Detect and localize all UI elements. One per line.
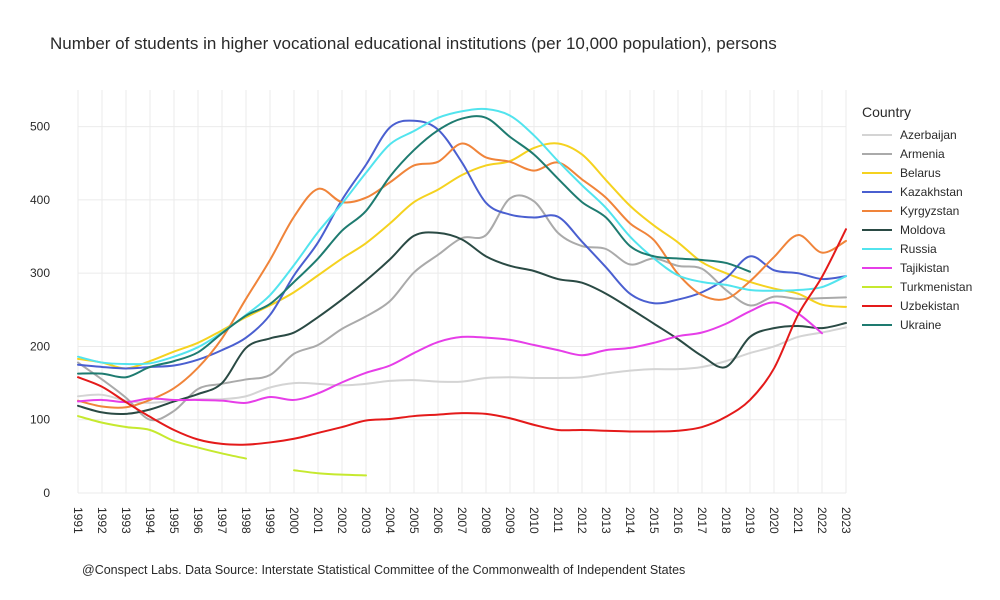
x-tick-label: 1999 xyxy=(263,507,277,534)
legend-label: Turkmenistan xyxy=(900,279,973,294)
legend-label: Uzbekistan xyxy=(900,298,960,313)
legend-label: Armenia xyxy=(900,146,945,161)
legend-swatch xyxy=(862,228,892,231)
x-tick-label: 2012 xyxy=(575,507,589,534)
legend-title: Country xyxy=(862,104,912,120)
legend-label: Ukraine xyxy=(900,317,942,332)
x-tick-label: 2021 xyxy=(791,507,805,534)
x-tick-label: 1995 xyxy=(167,507,181,534)
legend-label: Moldova xyxy=(900,222,946,237)
chart-title: Number of students in higher vocational … xyxy=(50,34,777,53)
legend-swatch xyxy=(862,266,892,269)
x-tick-label: 1997 xyxy=(215,507,229,534)
legend-label: Belarus xyxy=(900,165,941,180)
legend-swatch xyxy=(862,323,892,326)
x-tick-label: 1993 xyxy=(119,507,133,534)
x-tick-label: 1992 xyxy=(95,507,109,534)
legend-item-ukraine[interactable]: Ukraine xyxy=(862,315,998,334)
legend-swatch xyxy=(862,247,892,250)
legend-item-uzbekistan[interactable]: Uzbekistan xyxy=(862,296,998,315)
series-line-ukraine xyxy=(77,115,751,379)
x-tick-label: 2020 xyxy=(767,507,781,534)
y-tick-label: 400 xyxy=(30,193,50,207)
y-tick-label: 500 xyxy=(30,120,50,134)
x-tick-label: 2009 xyxy=(503,507,517,534)
grid-lines xyxy=(77,90,847,494)
series-line-russia xyxy=(77,107,847,366)
y-tick-label: 100 xyxy=(30,413,50,427)
series-line-kyrgyzstan xyxy=(77,142,847,409)
x-tick-label: 2016 xyxy=(671,507,685,534)
x-tick-label: 2011 xyxy=(551,507,565,533)
series-line-uzbekistan xyxy=(77,228,847,446)
legend-item-armenia[interactable]: Armenia xyxy=(862,144,998,163)
x-tick-label: 1996 xyxy=(191,507,205,534)
x-tick-label: 1991 xyxy=(71,507,85,534)
x-tick-label: 2013 xyxy=(599,507,613,534)
y-tick-label: 200 xyxy=(30,339,50,353)
series-line-belarus xyxy=(77,142,847,370)
legend-item-kazakhstan[interactable]: Kazakhstan xyxy=(862,182,998,201)
legend: Country Azerbaijan Armenia Belarus Kazakhst… xyxy=(862,104,998,334)
x-tick-label: 2015 xyxy=(647,507,661,534)
legend-swatch xyxy=(862,209,892,212)
legend-item-kyrgyzstan[interactable]: Kyrgyzstan xyxy=(862,201,998,220)
x-tick-label: 2004 xyxy=(383,507,397,534)
y-tick-label: 300 xyxy=(30,266,50,280)
x-tick-label: 2019 xyxy=(743,507,757,534)
x-tick-label: 2017 xyxy=(695,507,709,534)
series-line-moldova xyxy=(77,231,847,416)
legend-swatch xyxy=(862,171,892,174)
x-tick-label: 2001 xyxy=(311,507,325,534)
x-axis-ticks: 1991 1992 1993 1994 1995 1996 1997 1998 1999 2000… xyxy=(71,507,853,534)
legend-item-azerbaijan[interactable]: Azerbaijan xyxy=(862,125,998,144)
legend-label: Tajikistan xyxy=(900,260,950,275)
x-tick-label: 2003 xyxy=(359,507,373,534)
legend-label: Kazakhstan xyxy=(900,184,963,199)
x-tick-label: 1994 xyxy=(143,507,157,534)
legend-label: Russia xyxy=(900,241,937,256)
legend-swatch xyxy=(862,304,892,307)
series-line-turkmenistan xyxy=(77,415,247,460)
x-tick-label: 1998 xyxy=(239,507,253,534)
x-tick-label: 2007 xyxy=(455,507,469,534)
y-tick-label: 0 xyxy=(43,486,50,500)
x-tick-label: 2006 xyxy=(431,507,445,534)
series-lines xyxy=(77,107,847,477)
x-tick-label: 2010 xyxy=(527,507,541,534)
legend-item-russia[interactable]: Russia xyxy=(862,239,998,258)
legend-swatch xyxy=(862,133,892,136)
legend-label: Azerbaijan xyxy=(900,127,957,142)
x-tick-label: 2014 xyxy=(623,507,637,534)
legend-swatch xyxy=(862,190,892,193)
legend-item-tajikistan[interactable]: Tajikistan xyxy=(862,258,998,277)
x-tick-label: 2000 xyxy=(287,507,301,534)
legend-swatch xyxy=(862,285,892,288)
x-tick-label: 2002 xyxy=(335,507,349,534)
x-tick-label: 2022 xyxy=(815,507,829,534)
legend-swatch xyxy=(862,152,892,155)
x-tick-label: 2008 xyxy=(479,507,493,534)
legend-item-turkmenistan[interactable]: Turkmenistan xyxy=(862,277,998,296)
x-tick-label: 2018 xyxy=(719,507,733,534)
legend-item-moldova[interactable]: Moldova xyxy=(862,220,998,239)
x-tick-label: 2005 xyxy=(407,507,421,534)
series-line-tajikistan xyxy=(77,301,823,404)
series-line-turkmenistan xyxy=(293,469,367,477)
legend-label: Kyrgyzstan xyxy=(900,203,960,218)
legend-item-belarus[interactable]: Belarus xyxy=(862,163,998,182)
x-tick-label: 2023 xyxy=(839,507,853,534)
y-axis-ticks: 0 100 200 300 400 500 xyxy=(30,120,50,500)
legend-items: Azerbaijan Armenia Belarus Kazakhstan Kyrgyz… xyxy=(862,125,998,334)
footer-credit: @Conspect Labs. Data Source: Interstate … xyxy=(82,563,686,577)
